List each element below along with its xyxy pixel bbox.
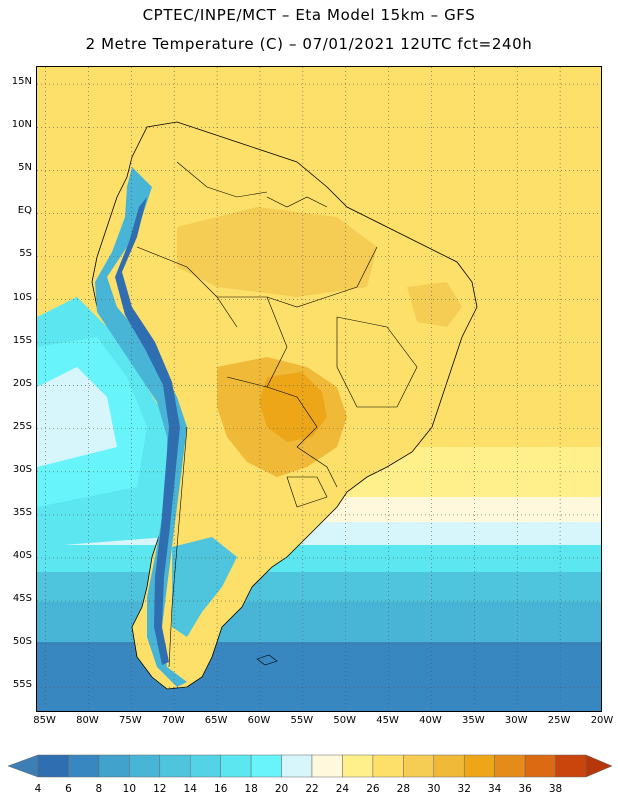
lat-tick-label: 35S bbox=[12, 506, 32, 518]
lat-tick-label: 50S bbox=[12, 636, 32, 648]
lat-tick-label: 45S bbox=[12, 593, 32, 605]
lat-tick-label: 10N bbox=[11, 119, 32, 131]
lon-tick-label: 55W bbox=[290, 715, 314, 726]
colorbar-swatch bbox=[555, 754, 587, 778]
colorbar-swatch bbox=[433, 754, 465, 778]
cool-band-14 bbox=[37, 572, 601, 607]
colorbar-label: 28 bbox=[396, 783, 411, 795]
colorbar-label: 36 bbox=[518, 783, 532, 795]
colorbar-label: 10 bbox=[122, 783, 137, 795]
country-borders bbox=[136, 161, 418, 668]
colorbar-swatch bbox=[159, 754, 191, 778]
patagonia-cool bbox=[172, 537, 237, 637]
colorbar-label: 34 bbox=[487, 783, 502, 795]
colorbar-swatch bbox=[37, 754, 69, 778]
colorbar-swatch bbox=[463, 754, 495, 778]
colorbar-swatch bbox=[524, 754, 556, 778]
colorbar-swatch bbox=[311, 754, 343, 778]
lat-tick-label: 30S bbox=[12, 463, 32, 475]
border-peru-brazil bbox=[136, 246, 238, 328]
lat-tick-label: 40S bbox=[12, 549, 32, 561]
border-bolivia bbox=[217, 296, 288, 388]
andes-core bbox=[115, 197, 180, 665]
colorbar-arrow-low bbox=[7, 754, 39, 778]
border-colombia-venezuela bbox=[176, 161, 268, 198]
lon-tick-label: 60W bbox=[247, 715, 271, 726]
colorbar-label: 24 bbox=[335, 783, 350, 795]
colorbar-swatch bbox=[281, 754, 313, 778]
lat-tick-label: 15S bbox=[12, 334, 32, 346]
lat-tick-label: 10S bbox=[12, 291, 32, 303]
hot-zone-northeast bbox=[407, 282, 462, 327]
colorbar-label: 8 bbox=[95, 783, 103, 795]
lat-tick-label: 5N bbox=[18, 162, 32, 174]
colorbar-swatch bbox=[342, 754, 374, 778]
colorbar-label: 38 bbox=[548, 783, 563, 795]
border-brazil-west bbox=[266, 246, 378, 308]
lat-tick-label: EQ bbox=[17, 205, 32, 217]
colorbar-label: 22 bbox=[305, 783, 319, 795]
map-canvas[interactable] bbox=[37, 67, 602, 712]
border-brazil-states bbox=[336, 316, 418, 408]
lon-tick-label: 20W bbox=[590, 715, 614, 726]
lat-tick-label: 15N bbox=[11, 76, 32, 88]
colorbar-label: 20 bbox=[274, 783, 289, 795]
header: CPTEC/INPE/MCT – Eta Model 15km – GFS 2 … bbox=[0, 0, 618, 62]
hot-zone-core bbox=[259, 372, 327, 442]
border-argentina-chile bbox=[168, 426, 188, 668]
colorbar-label: 14 bbox=[183, 783, 197, 795]
colorbar-swatch bbox=[68, 754, 100, 778]
colorbar-arrow-high bbox=[585, 754, 613, 778]
lat-tick-label: 20S bbox=[12, 377, 32, 389]
cool-band-10 bbox=[37, 642, 601, 711]
pacific-pale-water bbox=[37, 367, 117, 467]
colorbar-swatch bbox=[129, 754, 161, 778]
falkland-islands bbox=[256, 654, 278, 666]
lon-tick-label: 75W bbox=[119, 715, 142, 726]
lon-tick-label: 45W bbox=[376, 715, 399, 726]
lat-tick-label: 5S bbox=[19, 248, 32, 260]
colorbar-bar bbox=[7, 754, 613, 778]
colorbar: 4 6 8 10 12 14 16 18 20 22 24 26 28 30 32 34 36 38 bbox=[0, 750, 618, 800]
map-subtitle: 2 Metre Temperature (C) – 07/01/2021 12U… bbox=[85, 35, 533, 53]
lon-tick-label: 40W bbox=[419, 715, 442, 726]
colorbar-swatch bbox=[250, 754, 282, 778]
border-uruguay bbox=[286, 476, 328, 508]
lon-tick-label: 65W bbox=[204, 715, 228, 726]
border-guianas bbox=[266, 196, 328, 208]
lon-tick-label: 80W bbox=[76, 715, 99, 726]
colorbar-swatch bbox=[98, 754, 130, 778]
lon-tick-label: 35W bbox=[462, 715, 485, 726]
lon-tick-label: 85W bbox=[33, 715, 56, 726]
colorbar-label: 12 bbox=[153, 783, 167, 795]
lon-tick-label: 50W bbox=[333, 715, 357, 726]
colorbar-label: 4 bbox=[34, 783, 42, 795]
colorbar-label: 16 bbox=[213, 783, 228, 795]
lat-tick-label: 25S bbox=[12, 420, 32, 432]
colorbar-swatch bbox=[403, 754, 435, 778]
map-frame[interactable] bbox=[36, 66, 602, 712]
lat-tick-label: 55S bbox=[12, 679, 32, 691]
colorbar-label: 32 bbox=[457, 783, 471, 795]
colorbar-label: 6 bbox=[65, 783, 72, 795]
lon-tick-label: 70W bbox=[161, 715, 185, 726]
colorbar-label: 30 bbox=[427, 783, 441, 795]
map-title: CPTEC/INPE/MCT – Eta Model 15km – GFS bbox=[142, 6, 476, 24]
colorbar-swatch bbox=[189, 754, 221, 778]
colorbar-swatch bbox=[220, 754, 252, 778]
colorbar-label: 18 bbox=[244, 783, 258, 795]
colorbar-label: 26 bbox=[366, 783, 380, 795]
colorbar-swatch bbox=[494, 754, 526, 778]
border-paraguay bbox=[266, 386, 318, 448]
amazon-warm bbox=[177, 207, 377, 297]
border-argentina-brazil bbox=[296, 446, 338, 488]
colorbar-swatch bbox=[372, 754, 404, 778]
lon-tick-label: 25W bbox=[547, 715, 571, 726]
lon-tick-label: 30W bbox=[504, 715, 528, 726]
